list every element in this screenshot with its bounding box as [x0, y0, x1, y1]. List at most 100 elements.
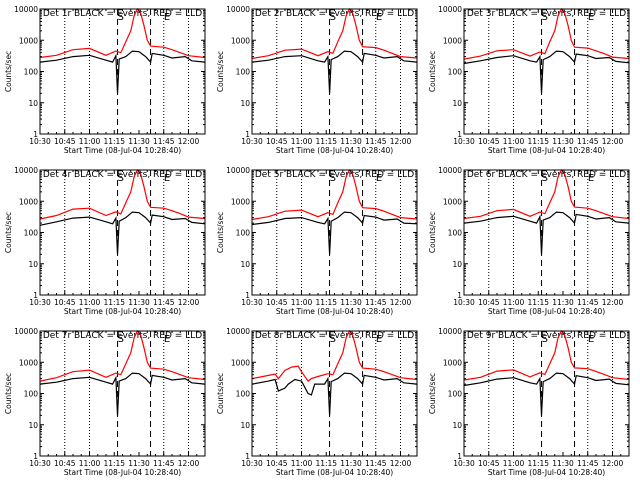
panel-title: Det 4r BLACK = Events, RED = LLD	[43, 170, 202, 180]
x-tick-label: 11:30	[128, 459, 150, 468]
x-tick-label: 12:00	[178, 137, 200, 146]
y-tick-label: 10	[28, 421, 38, 430]
events-series-line	[39, 50, 206, 94]
x-tick-label: 11:30	[128, 298, 150, 307]
y-tick-label: 10000	[226, 327, 250, 336]
y-tick-label: 10000	[226, 5, 250, 14]
y-axis-label: Counts/sec	[4, 373, 13, 414]
marker-label-e: E	[164, 173, 170, 184]
events-series-line	[251, 50, 418, 94]
marker-label-s: S	[118, 334, 124, 345]
y-tick-label: 1000	[19, 358, 38, 367]
x-tick-label: 11:30	[552, 137, 574, 146]
y-tick-label: 10000	[14, 166, 38, 175]
lld-series-line	[463, 168, 630, 220]
x-tick-label: 10:45	[478, 137, 500, 146]
x-tick-label: 10:45	[54, 298, 76, 307]
y-tick-label: 10	[240, 260, 250, 269]
x-tick-label: 11:00	[291, 298, 313, 307]
y-tick-label: 10000	[438, 327, 462, 336]
x-axis-label: Start Time (08-Jul-04 10:28:40)	[64, 307, 181, 316]
panel-title: Det 8r BLACK = Events, RED = LLD	[255, 331, 414, 341]
x-tick-label: 10:30	[241, 298, 263, 307]
x-tick-label: 10:45	[54, 137, 76, 146]
y-tick-label: 10000	[14, 5, 38, 14]
marker-label-s: S	[118, 173, 124, 184]
x-axis-label: Start Time (08-Jul-04 10:28:40)	[276, 468, 393, 477]
y-tick-label: 1000	[231, 197, 250, 206]
x-tick-label: 10:30	[453, 137, 475, 146]
x-tick-label: 11:45	[577, 298, 599, 307]
marker-label-e: E	[588, 334, 594, 345]
x-tick-label: 11:15	[527, 459, 549, 468]
marker-label-e: E	[164, 12, 170, 23]
marker-label-s: S	[542, 334, 548, 345]
marker-label-e: E	[376, 12, 382, 23]
x-tick-label: 11:00	[503, 298, 525, 307]
marker-label-s: S	[330, 173, 336, 184]
y-tick-label: 1	[245, 291, 250, 300]
marker-label-s: S	[542, 173, 548, 184]
events-series-line	[251, 372, 418, 416]
y-tick-label: 1	[33, 452, 38, 461]
y-tick-label: 1	[33, 130, 38, 139]
x-tick-label: 10:30	[29, 137, 51, 146]
y-tick-label: 100	[24, 68, 39, 77]
x-tick-label: 11:30	[128, 137, 150, 146]
x-axis-label: Start Time (08-Jul-04 10:28:40)	[64, 468, 181, 477]
y-tick-label: 1000	[443, 358, 462, 367]
y-tick-label: 100	[448, 68, 463, 77]
marker-label-s: S	[330, 12, 336, 23]
x-tick-label: 11:30	[552, 298, 574, 307]
x-tick-label: 10:45	[266, 137, 288, 146]
lld-series-line	[463, 7, 630, 60]
x-tick-label: 11:30	[340, 459, 362, 468]
x-tick-label: 10:30	[241, 459, 263, 468]
x-tick-label: 11:15	[315, 298, 337, 307]
x-tick-label: 11:45	[365, 137, 387, 146]
y-axis-label: Counts/sec	[4, 51, 13, 92]
panel-title: Det 3r BLACK = Events, RED = LLD	[467, 9, 626, 19]
y-tick-label: 10	[240, 421, 250, 430]
y-tick-label: 1	[245, 452, 250, 461]
x-tick-label: 12:00	[390, 137, 412, 146]
x-tick-label: 12:00	[602, 137, 624, 146]
x-tick-label: 10:45	[478, 459, 500, 468]
x-axis-label: Start Time (08-Jul-04 10:28:40)	[488, 307, 605, 316]
x-tick-label: 10:30	[241, 137, 263, 146]
y-axis-label: Counts/sec	[428, 51, 437, 92]
y-axis-label: Counts/sec	[216, 51, 225, 92]
events-series-line	[463, 211, 630, 255]
marker-label-s: S	[542, 12, 548, 23]
events-series-line	[463, 50, 630, 94]
y-tick-label: 100	[24, 390, 39, 399]
x-tick-label: 11:45	[365, 459, 387, 468]
x-tick-label: 11:00	[79, 459, 101, 468]
y-tick-label: 1	[245, 130, 250, 139]
x-tick-label: 12:00	[178, 298, 200, 307]
y-tick-label: 100	[236, 390, 251, 399]
x-axis-label: Start Time (08-Jul-04 10:28:40)	[276, 146, 393, 155]
x-tick-label: 10:45	[266, 298, 288, 307]
x-tick-label: 11:45	[153, 137, 175, 146]
y-tick-label: 10	[28, 99, 38, 108]
y-tick-label: 100	[236, 68, 251, 77]
x-tick-label: 11:30	[340, 137, 362, 146]
x-tick-label: 11:15	[527, 137, 549, 146]
lld-series-line	[39, 168, 206, 220]
x-tick-label: 11:00	[79, 137, 101, 146]
events-series-line	[39, 211, 206, 255]
y-tick-label: 10	[452, 260, 462, 269]
x-tick-label: 12:00	[390, 298, 412, 307]
x-tick-label: 10:45	[478, 298, 500, 307]
y-tick-label: 1	[33, 291, 38, 300]
y-tick-label: 10	[240, 99, 250, 108]
marker-label-e: E	[376, 334, 382, 345]
marker-label-s: S	[330, 334, 336, 345]
x-tick-label: 11:00	[79, 298, 101, 307]
x-tick-label: 12:00	[602, 459, 624, 468]
